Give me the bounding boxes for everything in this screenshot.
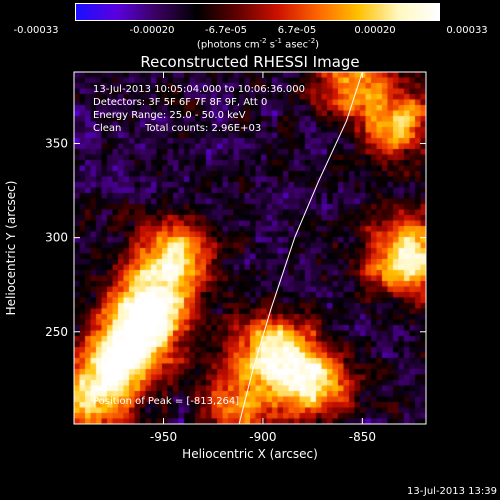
y-axis-ticks: 250 300 350 — [45, 137, 426, 339]
solar-limb-curve — [238, 71, 363, 425]
colorbar-tick: -6.7e-05 — [205, 25, 247, 36]
detectors-text: Detectors: 3F 5F 6F 7F 8F 9F, Att 0 — [93, 97, 268, 108]
energy-range-text: Energy Range: 25.0 - 50.0 keV — [93, 110, 246, 121]
peak-position-text: Position of Peak = [-813,264] — [93, 396, 240, 407]
timestamp: 13-Jul-2013 13:39 — [406, 486, 497, 497]
y-tick-label: 300 — [45, 231, 68, 245]
plot-frame — [73, 71, 427, 425]
y-tick-label: 350 — [45, 137, 68, 151]
x-tick-label: -900 — [249, 430, 276, 444]
y-tick-label: 250 — [45, 325, 68, 339]
total-counts-text: Total counts: 2.96E+03 — [145, 123, 262, 134]
x-axis-ticks: -950 -900 -850 — [150, 72, 376, 444]
x-tick-label: -950 — [150, 430, 177, 444]
colorbar-tick: -0.00033 — [13, 25, 59, 36]
clean-method-text: Clean — [93, 123, 122, 134]
heatmap-image — [74, 72, 426, 424]
colorbar-tick: -0.00020 — [129, 25, 175, 36]
chart-title: Reconstructed RHESSI Image — [140, 53, 360, 71]
colorbar-tick: 6.7e-05 — [277, 25, 317, 36]
colorbar-tick: 0.00033 — [446, 25, 488, 36]
colorbar-unit-label: (photons cm-2 s-1 asec-2) — [196, 37, 320, 51]
colorbar — [75, 3, 440, 21]
x-axis-label: Heliocentric X (arcsec) — [182, 447, 318, 461]
time-range-text: 13-Jul-2013 10:05:04.000 to 10:06:36.000 — [93, 84, 305, 95]
x-tick-label: -850 — [349, 430, 376, 444]
y-axis-label: Heliocentric Y (arcsec) — [4, 180, 18, 316]
colorbar-tick: 0.00020 — [354, 25, 396, 36]
